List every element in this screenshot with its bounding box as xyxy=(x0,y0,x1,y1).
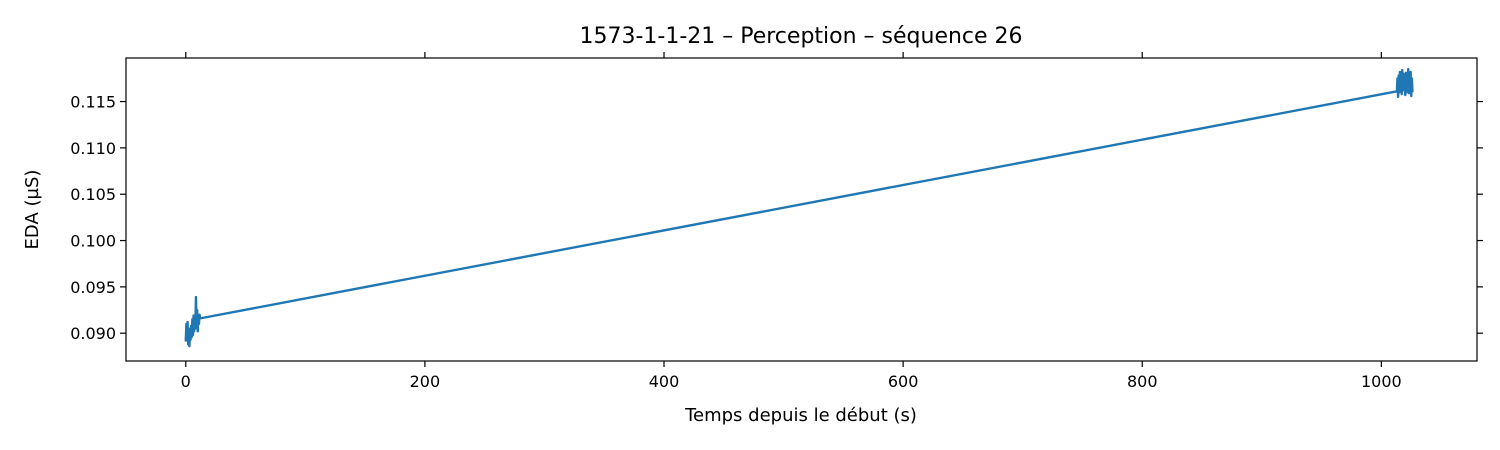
x-axis: 0 200 400 600 800 1000 xyxy=(181,52,1402,391)
y-tick-label-1: 0.095 xyxy=(70,278,116,297)
x-tick-label-0: 0 xyxy=(181,372,191,391)
y-axis: 0.090 0.095 0.100 0.105 0.110 0.115 xyxy=(70,93,1483,343)
x-tick-label-5: 1000 xyxy=(1361,372,1402,391)
x-tick-label-4: 800 xyxy=(1127,372,1158,391)
x-axis-label: Temps depuis le début (s) xyxy=(684,405,917,426)
chart-title: 1573-1-1-21 – Perception – séquence 26 xyxy=(579,24,1022,49)
y-tick-label-3: 0.105 xyxy=(70,185,116,204)
series-line-0 xyxy=(184,67,1414,348)
y-tick-label-2: 0.100 xyxy=(70,232,116,251)
series-layer xyxy=(184,67,1414,348)
y-axis-label: EDA (µS) xyxy=(22,170,43,250)
plot-frame xyxy=(125,57,1478,362)
x-tick-label-3: 600 xyxy=(888,372,919,391)
plot-area xyxy=(125,57,1478,362)
y-tick-label-5: 0.115 xyxy=(70,93,116,112)
y-tick-label-0: 0.090 xyxy=(70,324,116,343)
x-tick-label-2: 400 xyxy=(649,372,680,391)
y-tick-label-4: 0.110 xyxy=(70,139,116,158)
x-tick-label-1: 200 xyxy=(410,372,441,391)
